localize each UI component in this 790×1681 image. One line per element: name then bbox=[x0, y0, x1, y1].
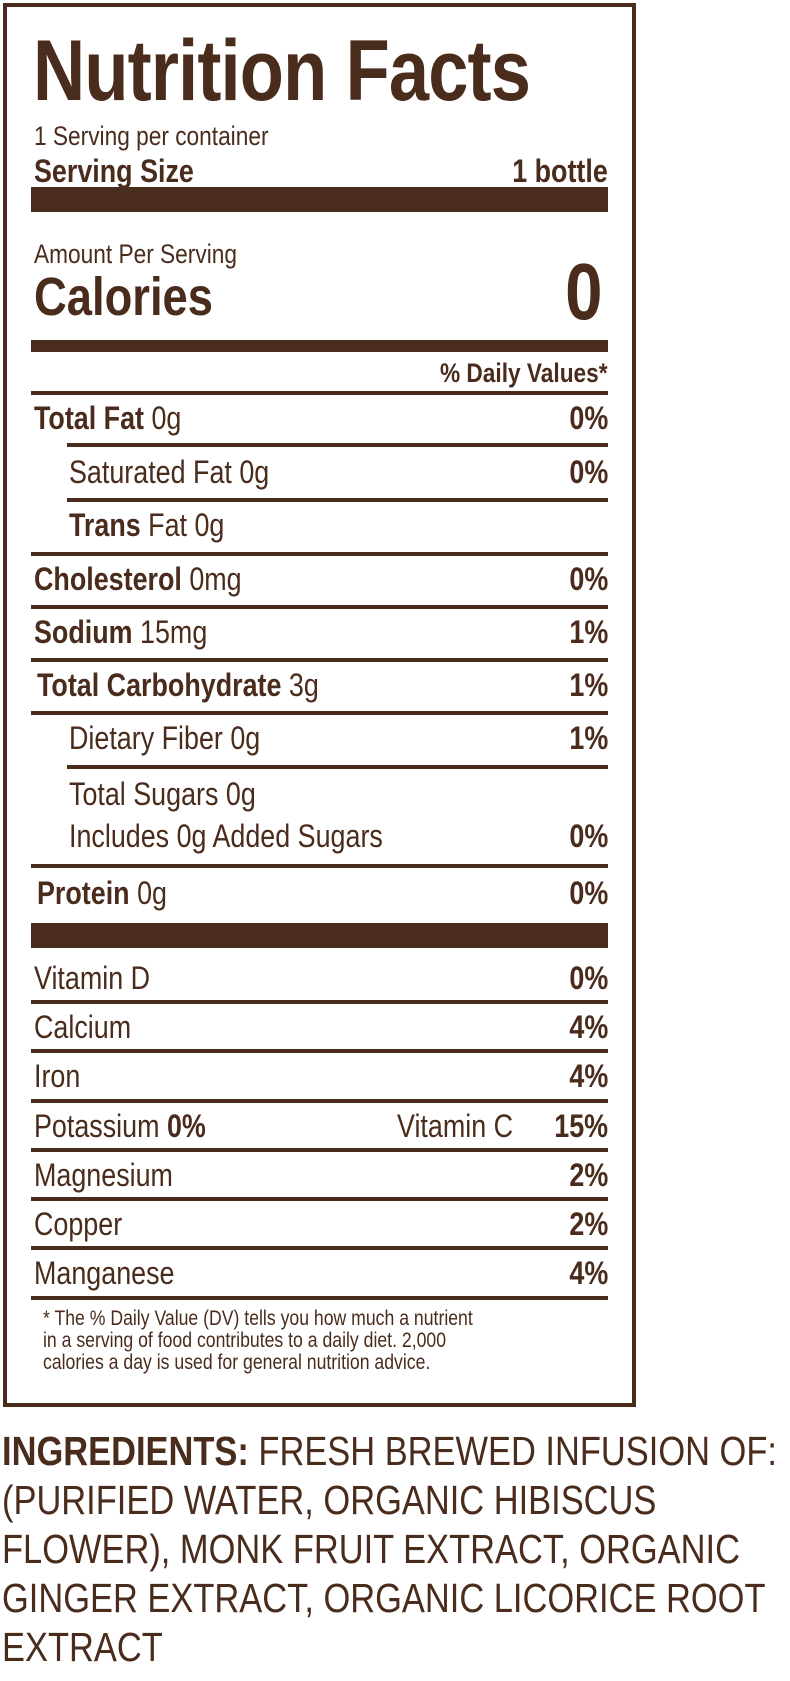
trans-fat-row: Trans Fat 0g bbox=[7, 504, 632, 546]
divider bbox=[31, 711, 608, 715]
total-fat-name: Total Fat bbox=[34, 400, 145, 436]
dietary-fiber-row: Dietary Fiber 0g 1% bbox=[7, 717, 632, 759]
total-sugars-row: Total Sugars 0g bbox=[7, 773, 632, 815]
divider bbox=[31, 552, 608, 556]
calcium-row: Calcium 4% bbox=[7, 1006, 632, 1048]
total-carbohydrate-name: Total Carbohydrate bbox=[37, 667, 282, 703]
copper-row: Copper 2% bbox=[7, 1203, 632, 1245]
copper-name: Copper bbox=[34, 1206, 123, 1242]
ingredients-line: FLOWER), MONK FRUIT EXTRACT, ORGANIC bbox=[2, 1526, 740, 1572]
protein-dv: 0% bbox=[569, 875, 608, 911]
serving-size-value: 1 bottle bbox=[512, 153, 608, 189]
copper-dv: 2% bbox=[569, 1206, 608, 1242]
cholesterol-name: Cholesterol bbox=[34, 561, 182, 597]
vitamin-d-row: Vitamin D 0% bbox=[7, 957, 632, 999]
manganese-name: Manganese bbox=[34, 1255, 175, 1291]
trans-fat-name: Trans bbox=[69, 507, 141, 543]
serving-size-label: Serving Size bbox=[34, 153, 194, 189]
total-carbohydrate-dv: 1% bbox=[569, 667, 608, 703]
added-sugars-name: Includes 0g Added Sugars bbox=[69, 818, 383, 854]
cholesterol-dv: 0% bbox=[569, 561, 608, 597]
divider bbox=[31, 391, 608, 395]
vitamin-d-name: Vitamin D bbox=[34, 960, 151, 996]
amount-per-serving: Amount Per Serving bbox=[34, 239, 237, 269]
divider bbox=[31, 1197, 608, 1201]
total-fat-amount: 0g bbox=[144, 400, 182, 436]
calcium-name: Calcium bbox=[34, 1009, 132, 1045]
calories-label: Calories bbox=[34, 267, 214, 327]
divider bbox=[31, 864, 608, 868]
added-sugars-row: Includes 0g Added Sugars 0% bbox=[7, 815, 632, 857]
manganese-dv: 4% bbox=[569, 1255, 608, 1291]
protein-amount: 0g bbox=[129, 875, 167, 911]
daily-value-footnote: * The % Daily Value (DV) tells you how m… bbox=[43, 1307, 473, 1374]
sodium-amount: 15mg bbox=[132, 614, 208, 650]
ingredients-line: (PURIFIED WATER, ORGANIC HIBISCUS bbox=[2, 1477, 657, 1523]
iron-name: Iron bbox=[34, 1058, 81, 1094]
servings-per-container: 1 Serving per container bbox=[34, 121, 269, 151]
divider bbox=[31, 658, 608, 662]
calcium-dv: 4% bbox=[569, 1009, 608, 1045]
total-carbohydrate-amount: 3g bbox=[281, 667, 319, 703]
protein-row: Protein 0g 0% bbox=[7, 872, 632, 914]
ingredients-line: GINGER EXTRACT, ORGANIC LICORICE ROOT bbox=[2, 1575, 766, 1621]
divider bbox=[31, 1148, 608, 1152]
potassium-name: Potassium bbox=[34, 1108, 160, 1144]
potassium-vitamin-c-row: Potassium 0% Vitamin C 15% bbox=[7, 1105, 632, 1147]
saturated-fat-dv: 0% bbox=[569, 454, 608, 490]
ingredients-line: FRESH BREWED INFUSION OF: bbox=[248, 1428, 777, 1474]
cholesterol-amount: 0mg bbox=[181, 561, 242, 597]
total-sugars-name: Total Sugars 0g bbox=[69, 776, 256, 812]
dietary-fiber-dv: 1% bbox=[569, 720, 608, 756]
vitamin-d-dv: 0% bbox=[569, 960, 608, 996]
magnesium-name: Magnesium bbox=[34, 1157, 173, 1193]
ingredients-line: EXTRACT bbox=[2, 1624, 163, 1670]
magnesium-dv: 2% bbox=[569, 1157, 608, 1193]
divider bbox=[31, 1000, 608, 1004]
added-sugars-dv: 0% bbox=[569, 818, 608, 854]
vitamin-c-name: Vitamin C bbox=[397, 1108, 514, 1144]
divider bbox=[31, 1246, 608, 1250]
sodium-name: Sodium bbox=[34, 614, 133, 650]
medium-divider bbox=[31, 340, 608, 352]
ingredients-heading: INGREDIENTS: bbox=[2, 1428, 249, 1474]
saturated-fat-row: Saturated Fat 0g 0% bbox=[7, 451, 632, 493]
magnesium-row: Magnesium 2% bbox=[7, 1154, 632, 1196]
divider bbox=[31, 1099, 608, 1103]
total-carbohydrate-row: Total Carbohydrate 3g 1% bbox=[7, 664, 632, 706]
divider bbox=[67, 443, 608, 447]
protein-name: Protein bbox=[37, 875, 130, 911]
nutrition-facts-title: Nutrition Facts bbox=[33, 23, 531, 119]
dietary-fiber-name: Dietary Fiber 0g bbox=[69, 720, 261, 756]
trans-fat-amount: Fat 0g bbox=[140, 507, 225, 543]
total-fat-row: Total Fat 0g 0% bbox=[7, 397, 632, 439]
sodium-row: Sodium 15mg 1% bbox=[7, 611, 632, 653]
divider bbox=[31, 1049, 608, 1053]
sodium-dv: 1% bbox=[569, 614, 608, 650]
cholesterol-row: Cholesterol 0mg 0% bbox=[7, 558, 632, 600]
thick-divider-vitamins bbox=[31, 923, 608, 948]
ingredients-statement: INGREDIENTS: FRESH BREWED INFUSION OF: (… bbox=[2, 1427, 790, 1672]
nutrition-facts-panel: Nutrition Facts 1 Serving per container … bbox=[3, 3, 636, 1407]
total-fat-dv: 0% bbox=[569, 400, 608, 436]
calories-value: 0 bbox=[564, 247, 602, 336]
divider bbox=[31, 605, 608, 609]
divider bbox=[67, 498, 608, 502]
vitamin-c-dv: 15% bbox=[554, 1108, 608, 1144]
iron-dv: 4% bbox=[569, 1058, 608, 1094]
thick-divider-top bbox=[31, 187, 608, 212]
daily-values-header: % Daily Values* bbox=[440, 358, 608, 388]
divider bbox=[67, 765, 608, 769]
manganese-row: Manganese 4% bbox=[7, 1252, 632, 1294]
iron-row: Iron 4% bbox=[7, 1055, 632, 1097]
divider bbox=[31, 1296, 608, 1300]
potassium-dv: 0% bbox=[166, 1108, 206, 1144]
saturated-fat-name: Saturated Fat 0g bbox=[69, 454, 270, 490]
